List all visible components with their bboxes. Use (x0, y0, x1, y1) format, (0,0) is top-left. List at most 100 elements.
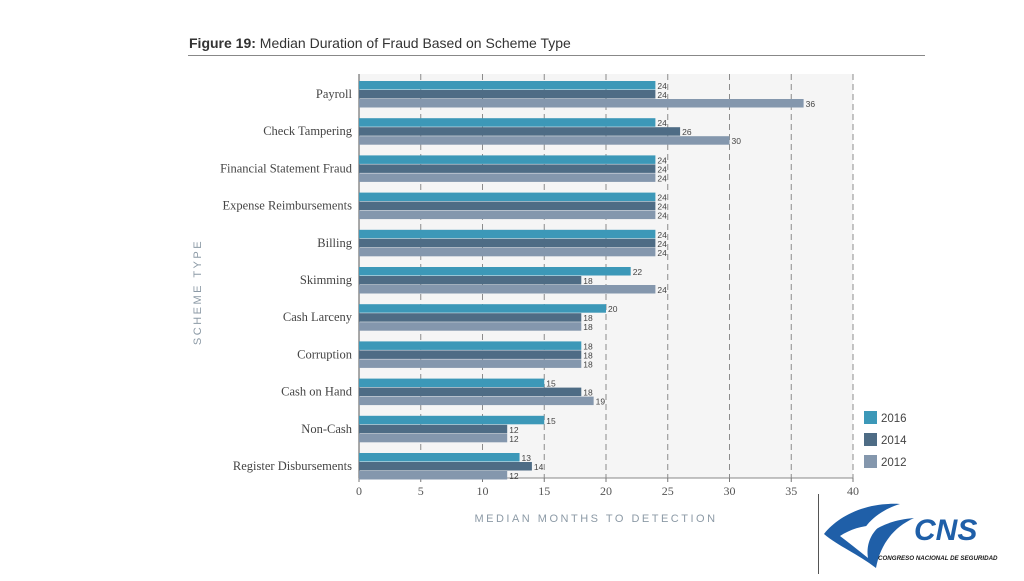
legend-swatch-2014 (864, 433, 877, 446)
category-label: Corruption (297, 347, 353, 361)
bar-2012-non-cash (359, 433, 508, 443)
data-label: 24 (657, 202, 667, 212)
x-tick-label: 40 (847, 484, 859, 498)
data-label: 30 (732, 136, 742, 146)
data-label: 24 (657, 193, 667, 203)
x-tick-label: 0 (356, 484, 362, 498)
category-label: Skimming (300, 273, 353, 287)
data-label: 24 (657, 118, 667, 128)
data-label: 18 (583, 388, 593, 398)
data-label: 18 (583, 341, 593, 351)
bar-2014-register-disbursements (359, 462, 532, 471)
figure-title-text: Median Duration of Fraud Based on Scheme… (259, 35, 571, 51)
category-label: Cash Larceny (283, 310, 353, 324)
bar-2014-billing (359, 238, 656, 248)
data-label: 24 (657, 173, 667, 183)
bar-2016-corruption (359, 341, 582, 350)
logo-swoosh-inner (840, 525, 880, 558)
category-label: Billing (317, 236, 352, 250)
category-label: Register Disbursements (233, 459, 352, 473)
data-label: 13 (522, 453, 532, 463)
bar-2016-non-cash (359, 415, 545, 425)
bar-2016-cash-on-hand (359, 378, 545, 388)
bar-2014-expense-reimbursements (359, 201, 656, 211)
data-label: 12 (509, 425, 519, 435)
x-tick-label: 5 (418, 484, 424, 498)
category-label: Cash on Hand (281, 385, 353, 399)
y-axis-title: SCHEME TYPE (192, 239, 204, 345)
cns-logo-mark: CNS CONGRESO NACIONAL DE SEGURIDAD (824, 503, 998, 568)
title-divider (188, 55, 925, 56)
data-label: 22 (633, 267, 643, 277)
bar-2016-payroll (359, 81, 656, 90)
data-label: 18 (583, 359, 593, 369)
data-label: 24 (657, 90, 667, 100)
x-tick-label: 30 (724, 484, 736, 498)
legend-label-2014: 2014 (881, 435, 907, 447)
data-label: 12 (509, 471, 519, 481)
bar-2014-non-cash (359, 424, 508, 434)
bar-2016-cash-larceny (359, 304, 606, 313)
bar-2012-corruption (359, 359, 582, 368)
logo-divider (818, 494, 819, 574)
bar-2014-financial-statement-fraud (359, 164, 656, 173)
data-label: 24 (657, 239, 667, 249)
data-label: 24 (657, 155, 667, 165)
logo-text: CNS (914, 514, 977, 547)
data-label: 24 (657, 248, 667, 258)
data-label: 24 (657, 81, 667, 91)
category-label: Check Tampering (263, 124, 353, 138)
figure-title: Figure 19: Median Duration of Fraud Base… (189, 35, 571, 51)
bar-2014-payroll (359, 90, 656, 99)
data-label: 18 (583, 350, 593, 360)
bar-2014-cash-on-hand (359, 387, 582, 397)
category-label: Financial Statement Fraud (220, 161, 353, 175)
x-tick-label: 15 (538, 484, 550, 498)
bar-2012-cash-larceny (359, 322, 582, 331)
legend-label-2016: 2016 (881, 413, 907, 425)
bar-2012-check-tampering (359, 136, 730, 145)
x-axis-title: MEDIAN MONTHS TO DETECTION (474, 513, 717, 525)
bar-2016-billing (359, 229, 656, 239)
data-label: 12 (509, 434, 519, 444)
bar-2012-skimming (359, 285, 656, 294)
bar-2012-expense-reimbursements (359, 210, 656, 220)
bar-2014-corruption (359, 350, 582, 359)
data-label: 24 (657, 164, 667, 174)
data-label: 24 (657, 211, 667, 221)
data-label: 15 (546, 379, 556, 389)
bar-2016-financial-statement-fraud (359, 155, 656, 164)
bar-2014-cash-larceny (359, 313, 582, 322)
legend-swatch-2012 (864, 455, 877, 468)
bar-2012-register-disbursements (359, 471, 508, 480)
legend-swatch-2016 (864, 411, 877, 424)
x-tick-label: 25 (662, 484, 674, 498)
bar-2016-check-tampering (359, 118, 656, 127)
x-tick-label: 20 (600, 484, 612, 498)
category-label: Non-Cash (301, 422, 352, 436)
cns-logo: CNS CONGRESO NACIONAL DE SEGURIDAD (818, 494, 1024, 576)
bar-2012-billing (359, 247, 656, 257)
x-tick-label: 35 (785, 484, 797, 498)
data-label: 18 (583, 276, 593, 286)
bar-2016-register-disbursements (359, 453, 520, 462)
data-label: 15 (546, 416, 556, 426)
bar-2016-skimming (359, 267, 631, 276)
data-label: 24 (657, 230, 667, 240)
data-label: 18 (583, 322, 593, 332)
data-label: 19 (596, 397, 606, 407)
category-label: Expense Reimbursements (223, 199, 353, 213)
bar-2012-payroll (359, 99, 804, 108)
data-label: 36 (806, 99, 816, 109)
legend-label-2012: 2012 (881, 457, 907, 469)
data-label: 20 (608, 304, 618, 314)
data-label: 24 (657, 285, 667, 295)
category-label: Payroll (316, 87, 353, 101)
x-tick-label: 10 (477, 484, 489, 498)
bar-2014-skimming (359, 276, 582, 285)
bar-2012-financial-statement-fraud (359, 173, 656, 182)
bar-2012-cash-on-hand (359, 396, 594, 406)
data-label: 18 (583, 313, 593, 323)
data-label: 26 (682, 127, 692, 137)
